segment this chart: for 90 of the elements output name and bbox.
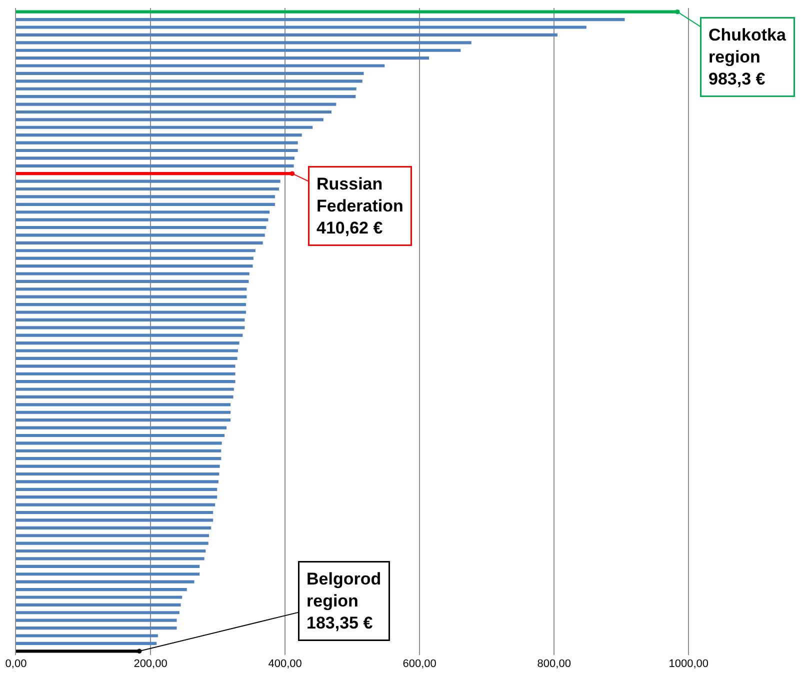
bar (16, 272, 250, 276)
bar (16, 611, 180, 614)
bar (16, 326, 245, 330)
annotation: Belgorod region 183,35 € (306, 570, 382, 633)
bar (16, 249, 256, 252)
bar (16, 518, 214, 522)
x-tick-label: 400,00 (268, 658, 302, 670)
bar (16, 572, 200, 576)
bar (16, 603, 181, 606)
annotation: Chukotka region 983,3 € (708, 26, 786, 89)
bar (16, 534, 210, 538)
bar (16, 26, 586, 29)
bar (16, 526, 212, 530)
bar (16, 549, 206, 553)
bar (16, 195, 275, 198)
bar (16, 342, 240, 345)
bar (16, 256, 254, 260)
bar (16, 442, 222, 445)
bar (16, 457, 222, 460)
bar (16, 488, 218, 491)
bar (16, 141, 298, 144)
bar (16, 564, 200, 568)
bar (16, 372, 236, 376)
bar (16, 403, 231, 406)
bar (16, 418, 231, 422)
bar (16, 110, 332, 114)
bar (16, 364, 236, 368)
bar (16, 295, 247, 298)
bar (16, 56, 430, 60)
bar (16, 156, 294, 160)
bar (16, 618, 177, 622)
bar (16, 542, 208, 545)
bar (16, 164, 294, 168)
bar (16, 226, 266, 230)
bar (16, 80, 362, 83)
bar (16, 588, 187, 592)
bar (16, 234, 265, 237)
x-tick-label: 0,00 (5, 658, 27, 670)
bar (16, 187, 280, 191)
bar (16, 41, 472, 44)
bar (16, 72, 364, 76)
bar (16, 48, 461, 52)
bar (16, 580, 194, 584)
bar (16, 218, 268, 222)
bar (16, 87, 356, 90)
bar (16, 426, 227, 430)
bar (16, 288, 247, 291)
bar (16, 642, 157, 645)
bar (16, 280, 249, 283)
x-tick-label: 600,00 (402, 658, 436, 670)
bar (16, 464, 220, 468)
bar (16, 241, 263, 244)
bar (16, 18, 625, 22)
bar (16, 118, 324, 122)
bar (16, 95, 356, 98)
bar (16, 310, 246, 314)
bar (16, 510, 214, 514)
bar (16, 148, 298, 152)
bar (16, 264, 253, 268)
x-tick-label: 1000,00 (668, 658, 709, 670)
bar (16, 356, 238, 360)
bar (16, 303, 246, 306)
bar (16, 496, 218, 499)
x-tick-label: 200,00 (134, 658, 168, 670)
bar (16, 410, 231, 414)
bar (16, 64, 385, 68)
bar (16, 33, 558, 36)
bar (16, 102, 336, 106)
bar (16, 180, 280, 183)
annotation: Russian Federation 410,62 € (316, 174, 404, 238)
bar (16, 596, 182, 599)
bar (16, 449, 222, 452)
bar (16, 126, 313, 129)
bar (16, 434, 225, 438)
bar (16, 480, 218, 484)
bar (16, 202, 275, 206)
bar (16, 388, 234, 391)
bar (16, 334, 243, 337)
bar (16, 380, 236, 384)
bar (16, 472, 220, 476)
bar (16, 349, 238, 352)
bar (16, 626, 177, 630)
x-tick-label: 800,00 (537, 658, 571, 670)
bar (16, 634, 158, 638)
bar (16, 210, 270, 214)
bar (16, 395, 234, 399)
bar (16, 134, 302, 137)
bar (16, 503, 216, 506)
bar (16, 318, 245, 322)
bar (16, 557, 204, 560)
